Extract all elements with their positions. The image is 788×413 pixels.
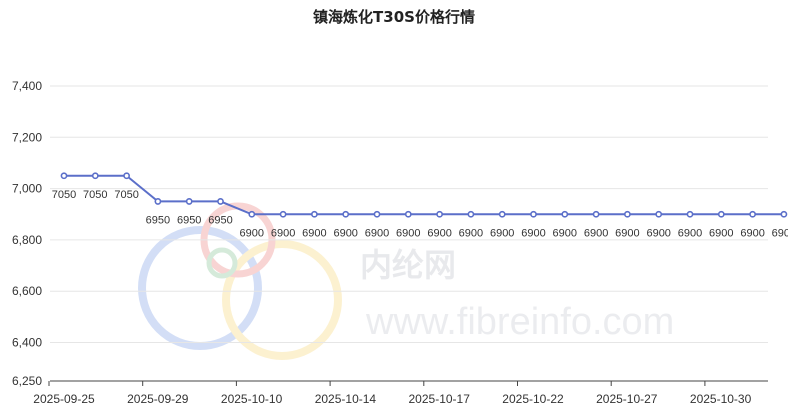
data-point [154, 198, 162, 205]
y-tick-label: 7,200 [12, 130, 42, 144]
data-label: 7050 [83, 189, 107, 201]
data-label: 6900 [553, 227, 577, 239]
x-tick-label: 2025-10-30 [690, 392, 752, 406]
data-point [717, 210, 725, 218]
data-point [310, 210, 318, 218]
watermark-brand: 内纶网 [360, 247, 456, 283]
data-point [342, 210, 350, 218]
data-label: 6950 [208, 214, 232, 226]
data-label: 6900 [459, 227, 483, 239]
data-label: 6950 [177, 214, 201, 226]
data-label: 7050 [114, 189, 138, 201]
data-point [467, 210, 475, 218]
grid [50, 85, 768, 344]
series-line [60, 172, 788, 218]
data-label: 6900 [740, 227, 764, 239]
data-point [373, 210, 381, 218]
data-labels: 7050 7050 7050 6950 6950 6950 6900 6900 6900 6900… [52, 189, 788, 239]
y-tick-label: 6,600 [12, 284, 42, 298]
data-point [749, 210, 756, 218]
data-point [592, 210, 600, 218]
data-point [530, 210, 537, 218]
data-point [217, 198, 224, 205]
data-point [686, 210, 694, 218]
data-point [780, 210, 788, 218]
data-point [498, 210, 506, 218]
data-label: 6900 [678, 227, 702, 239]
data-point [123, 172, 130, 180]
series-polyline [64, 174, 784, 216]
data-label: 6900 [772, 227, 788, 239]
data-label: 7050 [52, 189, 76, 201]
x-tick-label: 2025-10-17 [409, 392, 471, 406]
data-label: 6900 [240, 227, 264, 239]
x-tick-label: 2025-10-27 [596, 392, 658, 406]
data-point [436, 210, 443, 218]
axes: 6,250 6,400 6,600 6,800 7,000 7,200 7,400 2025-… [12, 79, 768, 406]
data-label: 6900 [521, 227, 545, 239]
x-tick-label: 2025-10-22 [502, 392, 564, 406]
data-point [655, 210, 663, 218]
watermark-url: www.fibreinfo.com [365, 301, 674, 343]
data-label: 6900 [584, 227, 608, 239]
y-tick-label: 7,400 [12, 79, 42, 93]
data-point [404, 210, 412, 218]
data-label: 6950 [146, 214, 170, 226]
data-label: 6900 [615, 227, 639, 239]
data-label: 6900 [646, 227, 670, 239]
data-label: 6900 [333, 227, 357, 239]
watermark-logo: 内纶网 www.fibreinfo.com [138, 202, 674, 360]
chart-title: 镇海炼化T30S价格行情 [313, 8, 475, 26]
x-tick-label: 2025-10-14 [315, 392, 377, 406]
data-point [60, 172, 68, 180]
data-label: 6900 [365, 227, 389, 239]
data-label: 6900 [302, 227, 326, 239]
data-point [248, 210, 256, 218]
data-point [561, 210, 569, 218]
data-point [91, 172, 99, 180]
data-label: 6900 [490, 227, 514, 239]
y-tick-label: 6,400 [12, 336, 42, 350]
data-point [624, 210, 631, 218]
y-tick-label: 7,000 [12, 182, 42, 196]
y-tick-label: 6,800 [12, 233, 42, 247]
data-label: 6900 [396, 227, 420, 239]
x-tick-label: 2025-10-10 [221, 392, 283, 406]
x-tick-label: 2025-09-25 [33, 392, 95, 406]
data-point [279, 210, 287, 218]
x-tick-label: 2025-09-29 [127, 392, 189, 406]
y-tick-label: 6,250 [12, 374, 42, 388]
data-point [185, 198, 193, 205]
data-label: 6900 [427, 227, 451, 239]
data-label: 6900 [709, 227, 733, 239]
data-label: 6900 [271, 227, 295, 239]
